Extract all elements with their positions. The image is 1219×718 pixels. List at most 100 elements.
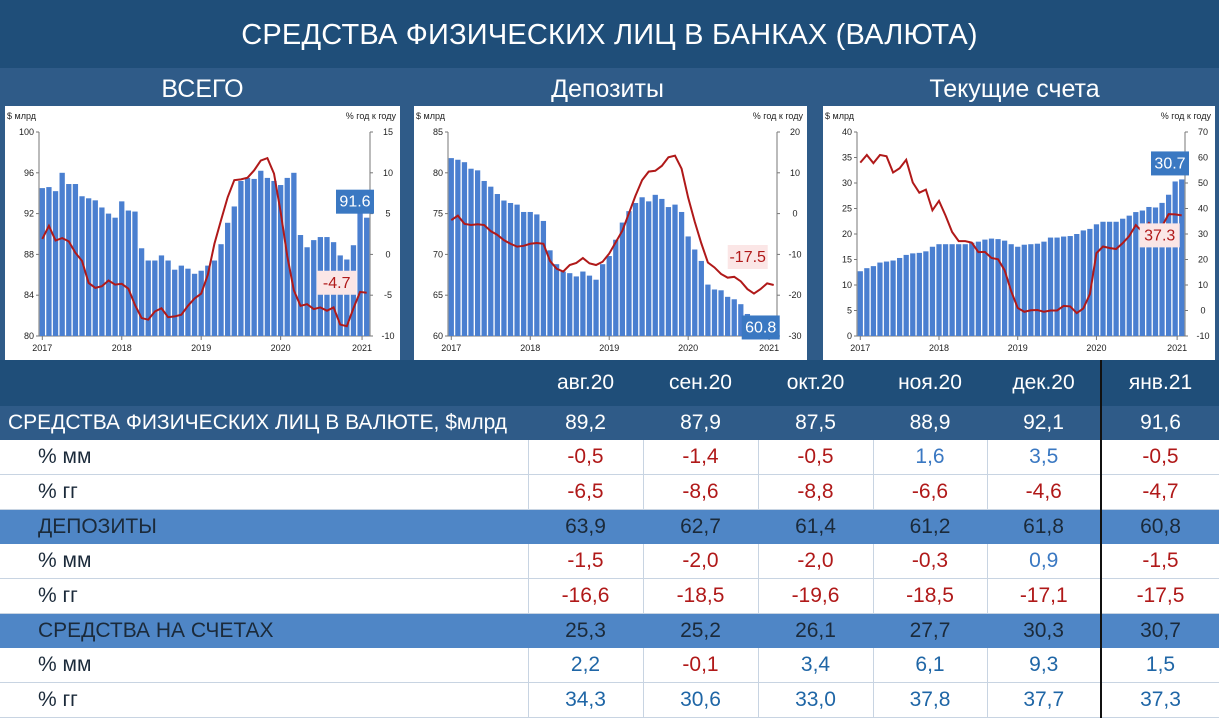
chart2-bar-callout	[1151, 151, 1189, 176]
chart2-bar	[1139, 210, 1145, 336]
chart2-bar	[1028, 244, 1034, 336]
table-cell: 2,2	[527, 648, 643, 683]
table-row: ДЕПОЗИТЫ 63,9 62,7 61,4 61,2 61,8 60,8	[0, 509, 1219, 544]
chart2-bar	[956, 244, 962, 336]
chart2-bar	[1015, 246, 1021, 336]
chart0-ytick-label: 96	[24, 168, 34, 178]
table-row: % мм -0,5 -1,4 -0,5 1,6 3,5 -0,5	[0, 440, 1219, 475]
chart0-bar	[86, 198, 92, 336]
table-cell: 87,9	[643, 406, 758, 440]
chart2-y2tick-label: 40	[1198, 204, 1208, 214]
chart2-bar	[877, 262, 883, 336]
table-cell: -8,6	[642, 474, 758, 510]
chart0-ytick-label: 80	[24, 331, 34, 341]
table-cell: 25,3	[528, 613, 643, 648]
column-header: окт.20	[758, 360, 873, 406]
chart1-bar	[521, 211, 527, 336]
chart1-y2tick-label: 20	[790, 127, 800, 137]
chart0-bar	[158, 255, 165, 336]
chart0-bar	[225, 222, 231, 336]
chart2-y2tick-label: -10	[1196, 331, 1209, 341]
chart2-bar	[897, 257, 903, 336]
chart1-ytick-label: 85	[433, 127, 443, 137]
table-cell: -0,3	[872, 544, 987, 579]
table-cell: 30,7	[1100, 613, 1219, 648]
chart1-y2label: % год к году	[753, 111, 804, 121]
column-header: янв.21	[1100, 360, 1219, 406]
table-cell: 30,3	[987, 613, 1101, 648]
chart0-bar	[185, 268, 191, 336]
table-cell: -0,5	[757, 440, 873, 475]
chart-panel-total: $ млрд % год к году 80 84 88 92 96 100 -10 -5 0 5 10…	[5, 106, 400, 360]
chart0-bar	[291, 172, 297, 336]
chart-title-deposits: Депозиты	[551, 75, 664, 103]
chart1-xtick-label: 2019	[599, 343, 619, 353]
chart2-bar	[1179, 179, 1185, 336]
chart0-bar	[264, 177, 271, 336]
table-cell: 9,3	[986, 648, 1101, 683]
table-cell: 60,8	[1100, 509, 1219, 544]
chart1-bar	[540, 220, 547, 336]
chart0-bar	[297, 235, 304, 336]
chart0-bar	[46, 187, 52, 336]
chart2-ytick-label: 0	[847, 331, 852, 341]
chart2-bar	[923, 251, 929, 336]
chart0-bar	[165, 260, 171, 336]
chart2-bar	[995, 239, 1001, 336]
chart1-xtick-label: 2020	[678, 343, 698, 353]
row-label: ДЕПОЗИТЫ	[0, 509, 528, 544]
row-label: СРЕДСТВА НА СЧЕТАХ	[0, 613, 528, 648]
table-cell: 61,4	[758, 509, 873, 544]
column-header: сен.20	[643, 360, 758, 406]
chart1-bar	[711, 289, 718, 336]
chart1-bar-callout-text: 60.8	[745, 319, 776, 336]
chart0-bar	[218, 244, 224, 336]
chart1-bar	[573, 276, 579, 336]
row-label: СРЕДСТВА ФИЗИЧЕСКИХ ЛИЦ В ВАЛЮТЕ, $млрд	[0, 406, 528, 440]
chart0-line-series	[41, 156, 367, 328]
chart0-bar	[251, 178, 257, 336]
chart1-bar	[448, 158, 454, 336]
chart0-bar	[364, 217, 370, 336]
chart1-bar	[646, 201, 652, 336]
chart2-bar	[1159, 202, 1165, 336]
table-row: % гг 34,3 30,6 33,0 37,8 37,7 37,3	[0, 682, 1219, 718]
chart0-bar	[152, 260, 158, 336]
chart2-bar	[929, 246, 936, 336]
chart1-ytick-label: 65	[433, 290, 443, 300]
chart2-xtick-label: 2020	[1086, 343, 1106, 353]
chart0-y2tick-label: 5	[385, 209, 390, 219]
chart0-bar	[39, 188, 45, 336]
chart1-line-callout	[727, 245, 768, 269]
chart2-bar	[1021, 244, 1027, 336]
chart2-bar	[1113, 221, 1119, 336]
chart1-bar	[738, 304, 744, 336]
table-cell: -18,5	[872, 578, 987, 614]
chart2-bar	[1034, 243, 1041, 336]
chart1-ytick-label: 60	[433, 331, 443, 341]
chart0-xtick-label: 2018	[112, 343, 132, 353]
chart2-bar	[1126, 215, 1132, 336]
chart0-bar-callout	[336, 189, 374, 214]
chart2-bar	[1080, 230, 1086, 336]
chart2-bar	[1087, 228, 1093, 336]
chart1-bar	[626, 211, 632, 336]
chart0-y2tick-label: 15	[383, 127, 393, 137]
chart0-bar	[178, 265, 184, 336]
chart1-bar	[678, 211, 685, 336]
chart2-bar	[1133, 212, 1139, 336]
chart0-bar	[198, 270, 204, 336]
chart2-bar	[936, 244, 942, 336]
table-row: % мм -1,5 -2,0 -2,0 -0,3 0,9 -1,5	[0, 544, 1219, 579]
table-cell: 62,7	[643, 509, 758, 544]
chart1-y2tick-label: -20	[788, 290, 801, 300]
chart1-bar	[547, 250, 553, 336]
chart2-bar	[910, 253, 916, 336]
chart1-bar	[494, 194, 500, 336]
table-cell: 92,1	[987, 406, 1101, 440]
chart0-bar-callout-text: 91.6	[339, 194, 370, 211]
chart0-line-callout-text: -4.7	[323, 275, 351, 292]
chart0-bar	[105, 213, 112, 336]
chart1-ytick-label: 75	[433, 209, 443, 219]
chart2-ytick-label: 10	[842, 280, 852, 290]
